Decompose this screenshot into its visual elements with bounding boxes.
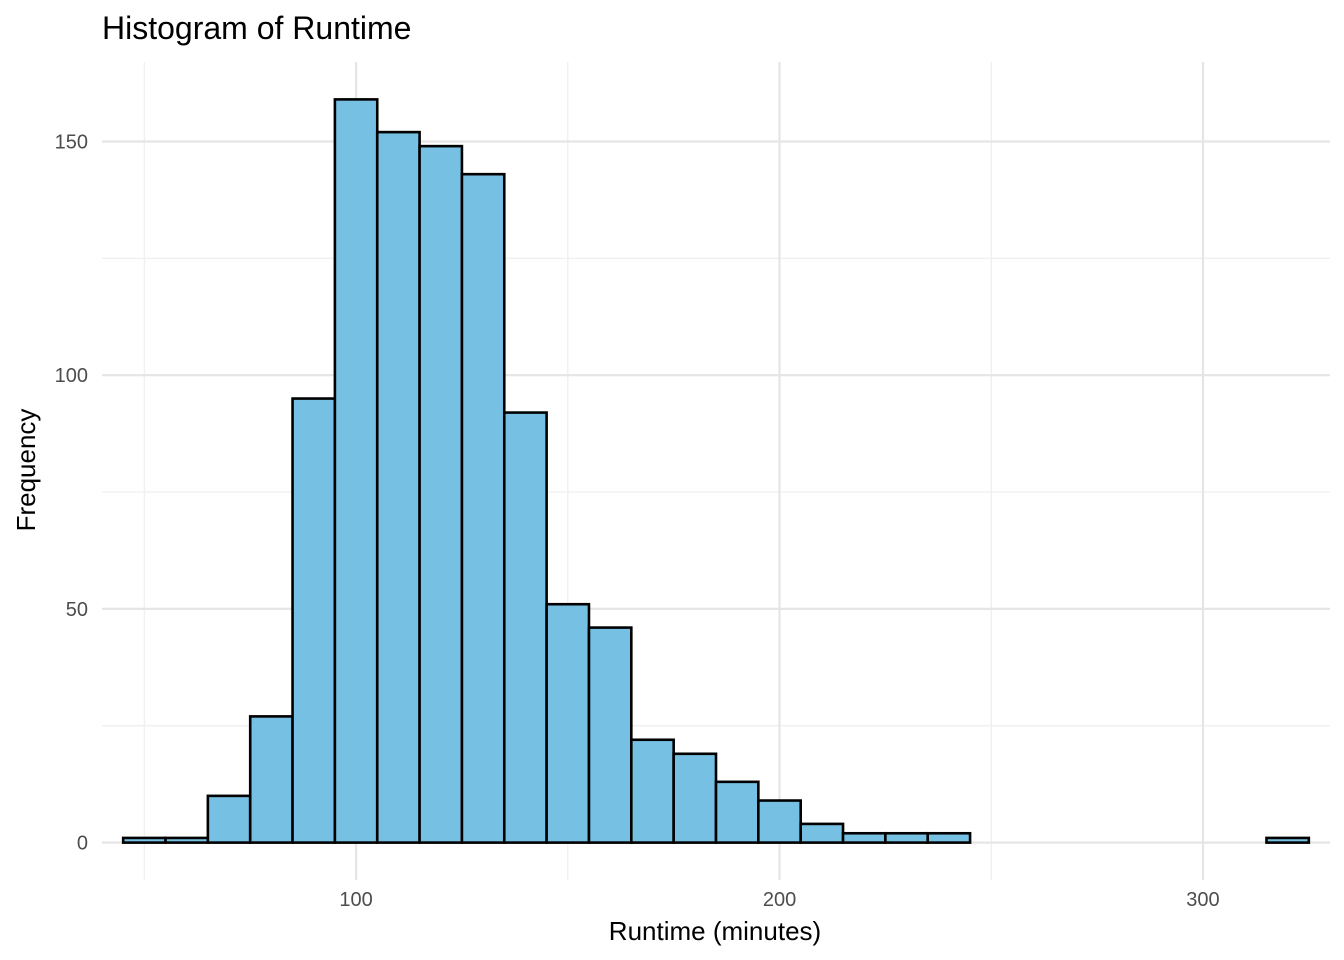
chart-title: Histogram of Runtime	[102, 10, 411, 46]
histogram-bar	[799, 822, 845, 844]
tick-labels: 100 200 300 0 50 100 150	[55, 131, 1220, 911]
y-axis-title: Frequency	[11, 409, 41, 532]
histogram-bar	[248, 715, 294, 844]
x-tick-label: 300	[1186, 889, 1219, 911]
histogram-bar	[757, 799, 802, 844]
histogram-bar	[630, 738, 675, 844]
histogram-bar	[206, 794, 252, 844]
histogram-bar	[545, 602, 591, 844]
histogram-bar	[714, 780, 760, 844]
histogram-bar	[587, 626, 633, 844]
histogram-bar	[502, 411, 548, 844]
histogram-bar	[841, 831, 887, 844]
x-tick-label: 100	[339, 889, 372, 911]
x-tick-label: 200	[763, 889, 796, 911]
y-tick-label: 50	[66, 599, 88, 621]
x-axis-title: Runtime (minutes)	[609, 916, 821, 946]
histogram-bar	[460, 172, 506, 844]
histogram-bar	[291, 397, 337, 844]
histogram-bar	[375, 130, 421, 844]
y-tick-label: 150	[55, 131, 88, 153]
histogram-bar	[333, 98, 379, 844]
histogram-bar	[926, 831, 972, 844]
histogram-bar	[672, 752, 718, 844]
y-tick-label: 100	[55, 365, 88, 387]
histogram-bar	[884, 831, 930, 844]
histogram-bar	[121, 836, 167, 844]
histogram-bar	[1265, 836, 1311, 844]
y-tick-label: 0	[77, 833, 88, 855]
histogram-bar	[418, 144, 464, 844]
bars	[121, 98, 1311, 844]
histogram-bar	[164, 836, 210, 844]
